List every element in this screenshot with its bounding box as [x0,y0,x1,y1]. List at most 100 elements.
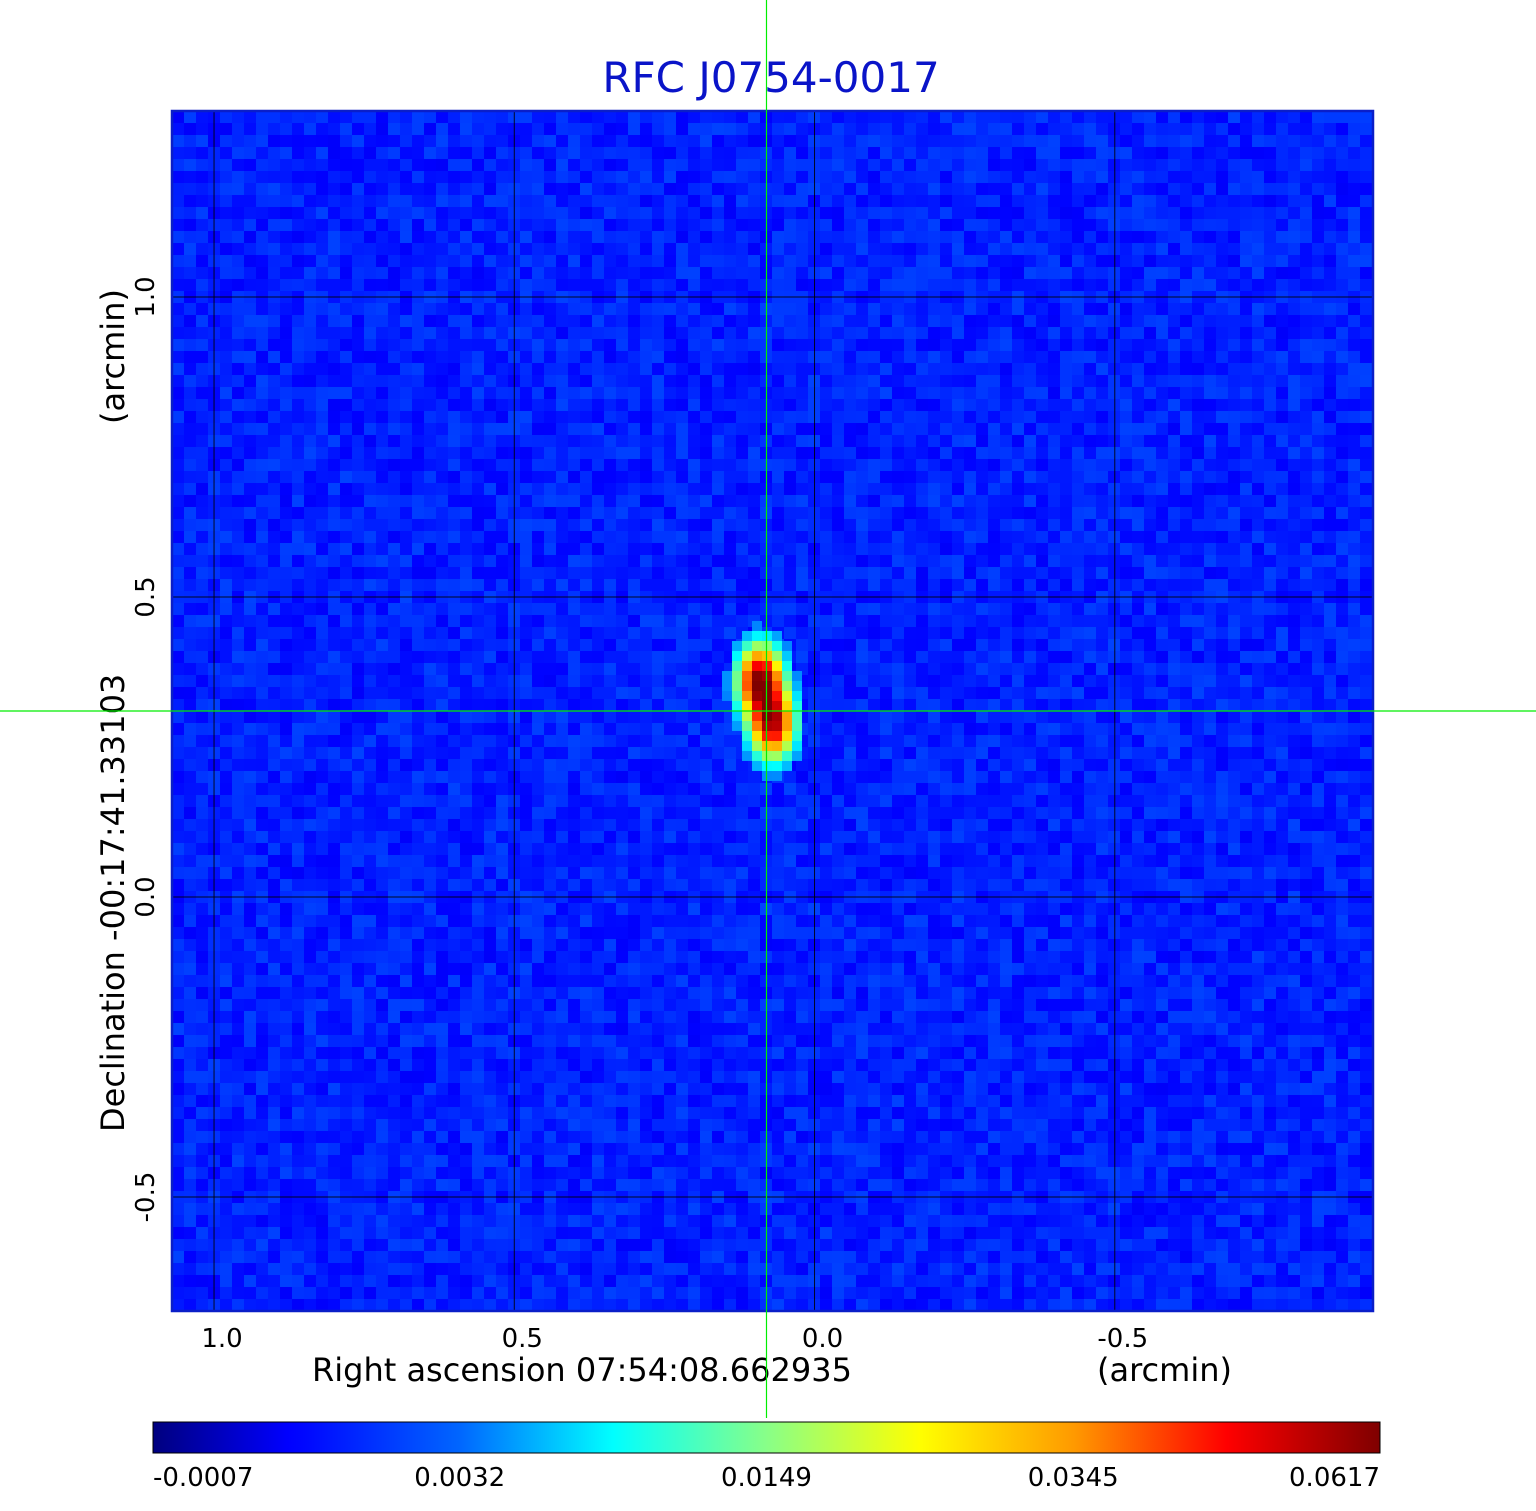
noise-pixel [472,507,484,519]
noise-pixel [1156,375,1168,387]
noise-pixel [556,423,568,435]
noise-pixel [868,255,880,267]
noise-pixel [1180,603,1192,615]
noise-pixel [820,531,832,543]
noise-pixel [580,243,592,255]
noise-pixel [1000,675,1012,687]
noise-pixel [1000,183,1012,195]
noise-pixel [448,363,460,375]
noise-pixel [520,639,532,651]
noise-pixel [1252,627,1264,639]
noise-pixel [1096,339,1108,351]
noise-pixel [472,435,484,447]
noise-pixel [748,603,760,615]
noise-pixel [1072,495,1084,507]
noise-pixel [628,663,640,675]
noise-pixel [268,195,280,207]
noise-pixel [988,495,1000,507]
noise-pixel [520,147,532,159]
noise-pixel [1336,495,1348,507]
noise-pixel [280,255,292,267]
noise-pixel [1132,267,1144,279]
noise-pixel [784,207,796,219]
noise-pixel [724,207,736,219]
noise-pixel [868,231,880,243]
noise-pixel [172,687,184,699]
noise-pixel [1336,267,1348,279]
noise-pixel [340,483,352,495]
noise-pixel [280,243,292,255]
noise-pixel [1036,243,1048,255]
noise-pixel [232,627,244,639]
noise-pixel [568,567,580,579]
noise-pixel [460,471,472,483]
noise-pixel [880,111,892,123]
noise-pixel [232,339,244,351]
noise-pixel [244,147,256,159]
noise-pixel [604,303,616,315]
noise-pixel [544,159,556,171]
noise-pixel [1000,195,1012,207]
noise-pixel [1036,471,1048,483]
noise-pixel [292,399,304,411]
noise-pixel [928,339,940,351]
noise-pixel [724,435,736,447]
noise-pixel [220,663,232,675]
noise-pixel [1072,471,1084,483]
noise-pixel [892,579,904,591]
noise-pixel [772,603,784,615]
noise-pixel [1336,435,1348,447]
noise-pixel [220,483,232,495]
noise-pixel [724,255,736,267]
noise-pixel [1000,363,1012,375]
noise-pixel [1300,135,1312,147]
noise-pixel [1348,651,1360,663]
noise-pixel [544,147,556,159]
noise-pixel [928,387,940,399]
noise-pixel [364,339,376,351]
noise-pixel [484,267,496,279]
noise-pixel [1180,375,1192,387]
noise-pixel [1012,543,1024,555]
noise-pixel [568,387,580,399]
noise-pixel [1348,219,1360,231]
noise-pixel [1108,279,1120,291]
noise-pixel [292,303,304,315]
noise-pixel [184,123,196,135]
noise-pixel [712,315,724,327]
noise-pixel [400,327,412,339]
noise-pixel [1144,279,1156,291]
noise-pixel [592,231,604,243]
noise-pixel [316,363,328,375]
noise-pixel [1264,411,1276,423]
noise-pixel [1012,411,1024,423]
noise-pixel [1180,339,1192,351]
noise-pixel [688,303,700,315]
noise-pixel [1276,447,1288,459]
noise-pixel [1144,675,1156,687]
noise-pixel [232,543,244,555]
noise-pixel [268,531,280,543]
noise-pixel [256,459,268,471]
noise-pixel [1108,315,1120,327]
noise-pixel [352,603,364,615]
noise-pixel [748,135,760,147]
noise-pixel [316,315,328,327]
noise-pixel [304,519,316,531]
noise-pixel [460,411,472,423]
noise-pixel [1324,651,1336,663]
noise-pixel [1060,267,1072,279]
noise-pixel [928,411,940,423]
noise-pixel [436,579,448,591]
noise-pixel [292,219,304,231]
noise-pixel [952,111,964,123]
noise-pixel [280,339,292,351]
noise-pixel [1036,603,1048,615]
noise-pixel [892,267,904,279]
noise-pixel [616,207,628,219]
noise-pixel [1240,231,1252,243]
noise-pixel [1228,435,1240,447]
noise-pixel [184,399,196,411]
noise-pixel [1252,363,1264,375]
noise-pixel [940,687,952,699]
